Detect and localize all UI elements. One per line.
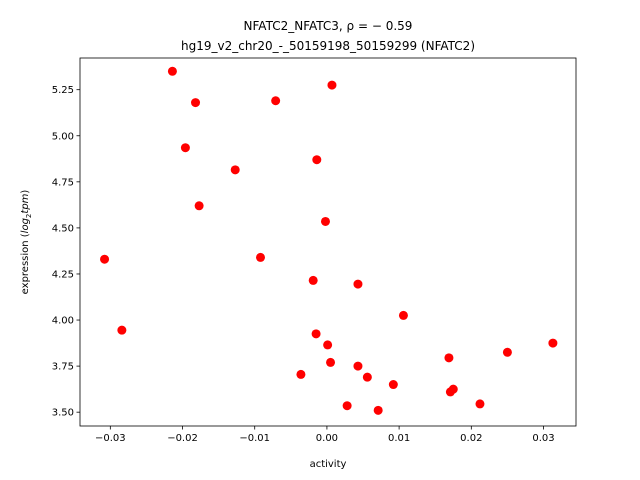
x-axis-label: activity — [310, 459, 347, 470]
data-point — [312, 155, 322, 165]
data-point — [296, 369, 306, 379]
data-point — [320, 216, 330, 226]
x-tick-label: 0.02 — [460, 433, 482, 444]
data-point — [323, 340, 333, 350]
x-tick-label: −0.03 — [95, 433, 126, 444]
x-tick-label: −0.02 — [167, 433, 198, 444]
data-point — [448, 384, 458, 394]
data-point — [342, 401, 352, 411]
y-tick-label: 5.25 — [52, 85, 74, 96]
data-point — [362, 372, 372, 382]
data-point — [271, 96, 281, 106]
data-point — [548, 338, 558, 348]
data-point — [255, 252, 265, 262]
x-tick-label: 0.03 — [532, 433, 554, 444]
data-point — [353, 279, 363, 289]
x-tick-label: 0.00 — [316, 433, 338, 444]
data-point — [308, 275, 318, 285]
data-point — [475, 399, 485, 409]
data-point — [191, 98, 201, 108]
data-point — [444, 353, 454, 363]
chart-title: NFATC2_NFATC3, ρ = − 0.59 — [244, 19, 413, 33]
data-point — [180, 143, 190, 153]
data-point — [502, 347, 512, 357]
y-tick-label: 3.75 — [52, 362, 74, 373]
data-point — [327, 80, 337, 90]
x-axis-ticks: −0.03 −0.02 −0.01 0.00 0.01 0.02 0.03 — [95, 426, 555, 444]
y-tick-label: 4.00 — [52, 316, 74, 327]
y-axis-label: expression (log2tpm) — [20, 190, 33, 295]
y-axis-ticks: 3.50 3.75 4.00 4.25 4.50 4.75 5.00 5.25 — [52, 85, 80, 419]
data-point — [326, 357, 336, 367]
data-point — [398, 310, 408, 320]
data-point — [194, 201, 204, 211]
data-points — [100, 66, 558, 415]
data-point — [353, 361, 363, 371]
data-point — [117, 325, 127, 335]
y-tick-label: 3.50 — [52, 408, 74, 419]
y-tick-label: 5.00 — [52, 131, 74, 142]
data-point — [311, 329, 321, 339]
x-tick-label: −0.01 — [239, 433, 270, 444]
data-point — [100, 254, 110, 264]
data-point — [230, 165, 240, 175]
y-tick-label: 4.50 — [52, 223, 74, 234]
data-point — [167, 66, 177, 76]
data-point — [388, 380, 398, 390]
x-tick-label: 0.01 — [388, 433, 410, 444]
y-tick-label: 4.25 — [52, 269, 74, 280]
chart-subtitle: hg19_v2_chr20_-_50159198_50159299 (NFATC… — [181, 39, 475, 53]
y-tick-label: 4.75 — [52, 177, 74, 188]
data-point — [373, 405, 383, 415]
plot-frame — [79, 57, 577, 427]
